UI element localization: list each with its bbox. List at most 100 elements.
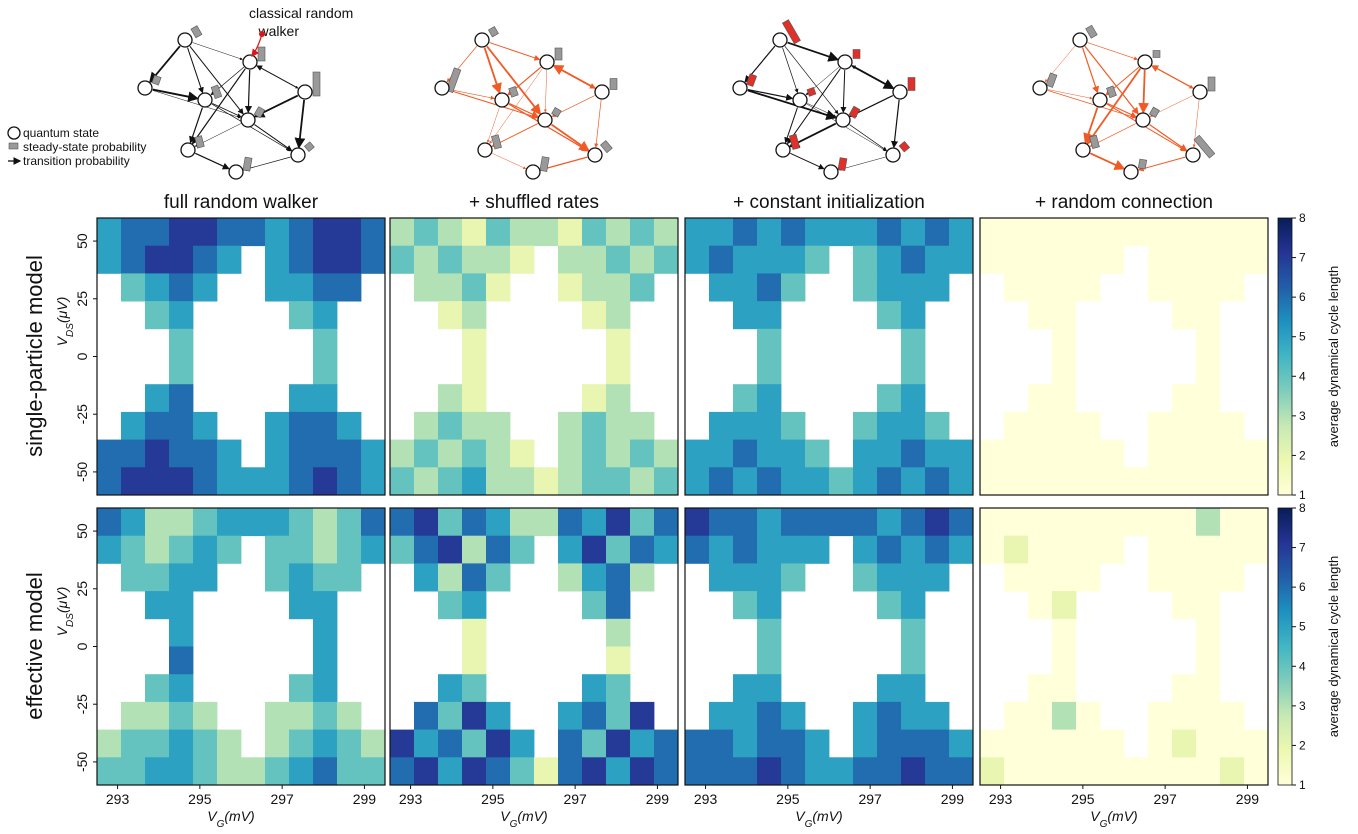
heatmap-cell (582, 301, 606, 329)
axis-label-part: DS (65, 613, 76, 627)
state-node (893, 85, 907, 99)
heatmap-cell (877, 591, 901, 619)
heatmap-cell (606, 591, 630, 619)
edge (212, 104, 291, 151)
heatmap-cell (193, 467, 217, 495)
heatmap-cell (169, 702, 193, 730)
state-node (298, 85, 312, 99)
colorbar-tick-label: 6 (1299, 290, 1306, 304)
heatmap-cell (1004, 730, 1028, 758)
heatmap-cell (877, 563, 901, 591)
heatmap-cell (462, 301, 486, 329)
heatmap-cell (877, 384, 901, 412)
heatmap-cell (829, 508, 853, 536)
heatmap-cell (925, 412, 949, 440)
heatmap-cell (217, 536, 241, 564)
heatmap-cell (757, 563, 781, 591)
heatmap-cell (265, 536, 289, 564)
heatmap-cell (654, 218, 678, 246)
axis-label: VG(mV) (500, 808, 547, 830)
heatmap-cell (877, 508, 901, 536)
panel-title: full random walker (164, 192, 319, 213)
heatmap-cell (558, 273, 582, 301)
heatmap-cell (1172, 508, 1196, 536)
heatmap-cell (805, 730, 829, 758)
heatmap-cell (606, 619, 630, 647)
heatmap-cell (361, 246, 385, 274)
heatmap-cell (217, 757, 241, 785)
heatmap-cell (925, 508, 949, 536)
heatmap-cell (337, 273, 361, 301)
probability-bar (191, 26, 202, 38)
heatmap-cell (438, 412, 462, 440)
edge (596, 100, 601, 147)
x-tick-label: 299 (1236, 791, 1260, 807)
heatmap-cell (121, 536, 145, 564)
heatmap-cell (1028, 384, 1052, 412)
axis-label: VDS(μV) (54, 297, 76, 347)
heatmap-cell (289, 674, 313, 702)
heatmap-cell (582, 384, 606, 412)
heatmap-cell (1196, 273, 1220, 301)
heatmap-cell (733, 508, 757, 536)
heatmap-cell (486, 508, 510, 536)
heatmap-cell (582, 508, 606, 536)
heatmap-cell (414, 536, 438, 564)
heatmap-cell (510, 467, 534, 495)
state-node (838, 55, 852, 69)
heatmap-cell (193, 730, 217, 758)
state-node (435, 81, 449, 95)
heatmap-cell (1028, 563, 1052, 591)
heatmap-cell (733, 591, 757, 619)
state-node (1076, 143, 1090, 157)
heatmap-cell (486, 757, 510, 785)
heatmap-cell (486, 563, 510, 591)
colorbar-tick-label: 8 (1299, 211, 1306, 225)
heatmap-cell (582, 440, 606, 468)
heatmap-cell (685, 440, 709, 468)
heatmap-cell (1028, 536, 1052, 564)
heatmap-cell (462, 647, 486, 675)
heatmap-cell (630, 273, 654, 301)
heatmap-cell (121, 273, 145, 301)
heatmap-cell (901, 218, 925, 246)
heatmap-cell (361, 730, 385, 758)
heatmap-cell (313, 536, 337, 564)
heatmap-cell (121, 508, 145, 536)
heatmap-cell (781, 273, 805, 301)
heatmap-cell (1052, 508, 1076, 536)
heatmap-cell (1100, 536, 1124, 564)
heatmap-cell (145, 301, 169, 329)
heatmap-cell (1172, 273, 1196, 301)
colorbar-tick-label: 3 (1299, 699, 1306, 713)
state-node (773, 33, 787, 47)
heatmap-cell (1148, 440, 1172, 468)
heatmap-cell (438, 591, 462, 619)
edge (1152, 66, 1193, 88)
heatmap-cell (510, 218, 534, 246)
heatmap-cell (1076, 536, 1100, 564)
heatmap-cell (361, 757, 385, 785)
heatmap-cell (534, 757, 558, 785)
heatmap-cell (654, 730, 678, 758)
axis-label-part: DS (65, 323, 76, 337)
heatmap-cell (1028, 412, 1052, 440)
heatmap-cell (1196, 301, 1220, 329)
heatmap-cell (1052, 467, 1076, 495)
heatmap-cell (1028, 440, 1052, 468)
heatmap-cell (241, 467, 265, 495)
state-node (1193, 85, 1207, 99)
edge (299, 100, 304, 147)
heatmap-cell (685, 536, 709, 564)
heatmap-cell (217, 467, 241, 495)
heatmap-cell (1172, 412, 1196, 440)
heatmap-cell (757, 730, 781, 758)
heatmap-cell (361, 508, 385, 536)
heatmap-cell (757, 412, 781, 440)
heatmap-cell (486, 467, 510, 495)
heatmap-cell (606, 674, 630, 702)
heatmap-cell (265, 246, 289, 274)
state-node (478, 143, 492, 157)
panel-title: + constant initialization (733, 192, 925, 213)
heatmap-cell (313, 674, 337, 702)
